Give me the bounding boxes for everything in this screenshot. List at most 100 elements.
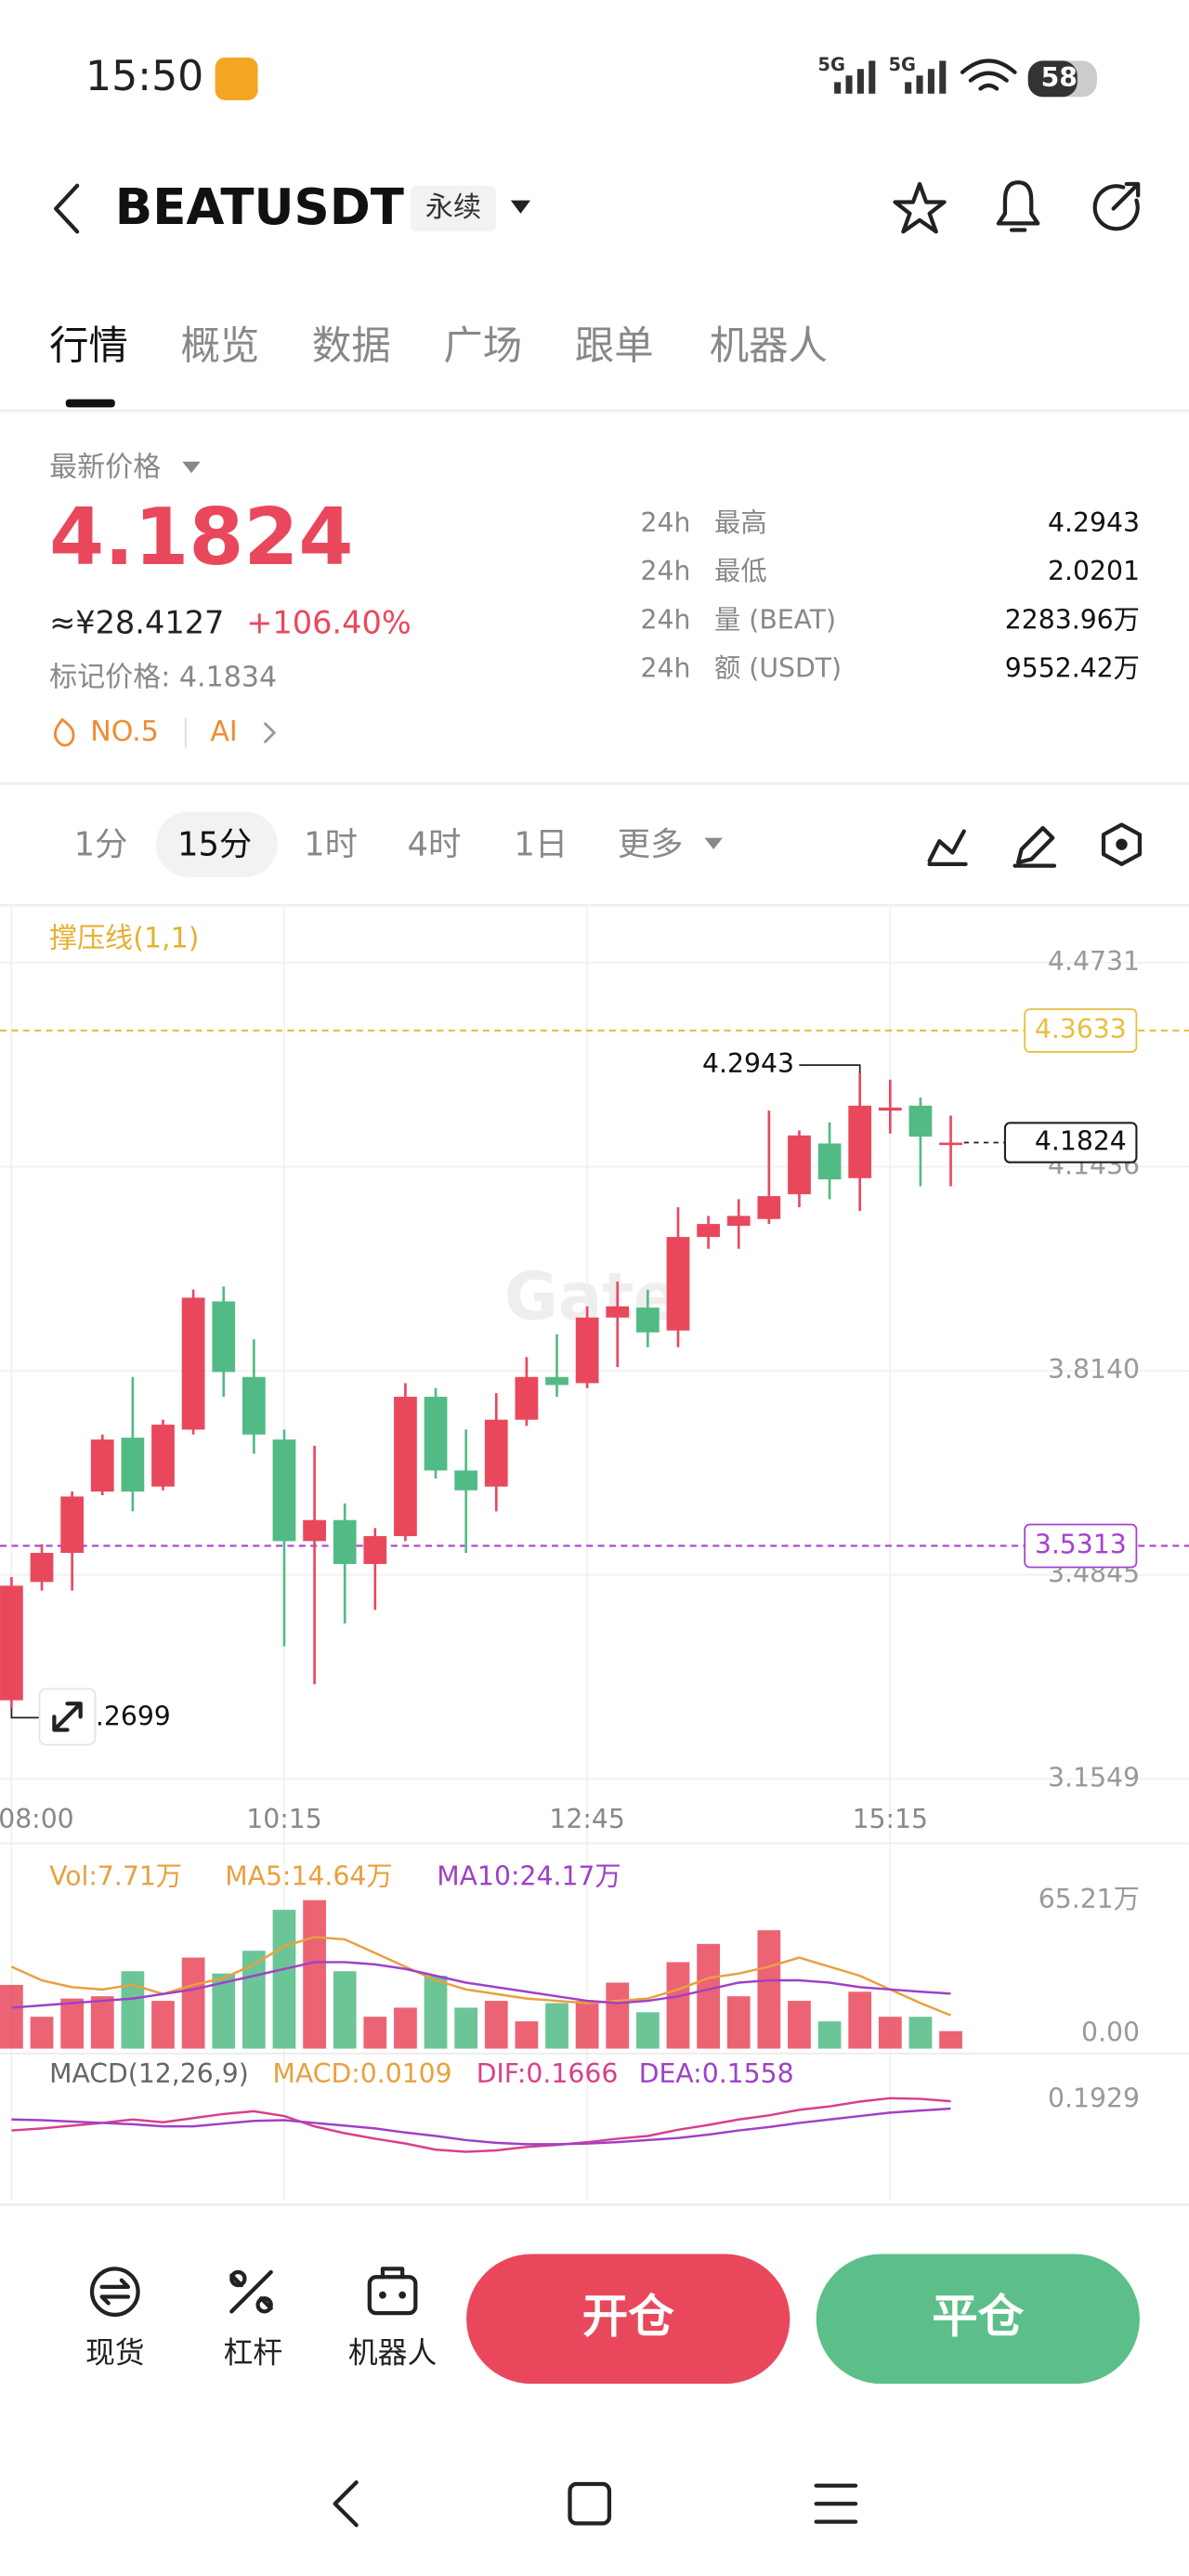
candle-body bbox=[181, 1297, 205, 1430]
contract-tag bbox=[411, 185, 496, 232]
volume-bar bbox=[848, 1991, 872, 2049]
dropdown[interactable] bbox=[704, 837, 723, 849]
stat-value: 2.0201 bbox=[1048, 556, 1140, 586]
volume-bar bbox=[878, 2017, 902, 2049]
volume-bar bbox=[90, 1996, 114, 2049]
stat-label: 最高 bbox=[714, 507, 767, 538]
settings-button[interactable] bbox=[1101, 822, 1143, 867]
candle-body bbox=[515, 1376, 539, 1420]
interval[interactable]: 1日 bbox=[514, 825, 568, 863]
volume-bar bbox=[30, 2017, 54, 2049]
interval[interactable]: 15分 bbox=[177, 825, 252, 863]
nav-back[interactable] bbox=[333, 2480, 359, 2528]
open-button-label[interactable]: 开仓 bbox=[582, 2290, 675, 2344]
action-label[interactable]: 现货 bbox=[85, 2334, 145, 2370]
volume-bar bbox=[394, 2007, 417, 2049]
back-button[interactable] bbox=[54, 183, 80, 234]
interval-selected-bg bbox=[155, 811, 278, 878]
change-percent: +106.40% bbox=[246, 604, 412, 640]
volume-bar bbox=[484, 2001, 508, 2049]
alert-button[interactable] bbox=[996, 180, 1040, 232]
macd-line bbox=[11, 2107, 951, 2146]
robot-eye bbox=[399, 2291, 407, 2299]
volume-bar bbox=[908, 2017, 933, 2049]
stat-label: 量 (BEAT) bbox=[714, 604, 836, 635]
dropdown[interactable] bbox=[510, 200, 531, 214]
battery-text: 58 bbox=[1041, 62, 1078, 93]
tab[interactable]: 跟单 bbox=[575, 323, 654, 369]
price-label: 最新价格 bbox=[49, 451, 161, 483]
open-button[interactable] bbox=[466, 2254, 790, 2385]
tab[interactable]: 广场 bbox=[443, 323, 522, 369]
interval[interactable]: 1分 bbox=[74, 825, 128, 863]
candle-body bbox=[454, 1470, 478, 1491]
robot-icon[interactable] bbox=[367, 2275, 418, 2316]
ai-link[interactable]: AI bbox=[210, 716, 237, 748]
tab[interactable]: 数据 bbox=[312, 323, 391, 369]
volume-bar bbox=[454, 2007, 478, 2049]
action-label[interactable]: 杠杆 bbox=[223, 2334, 282, 2370]
volume-bar bbox=[212, 1973, 236, 2049]
level-label-box bbox=[1024, 1008, 1138, 1053]
volume-bar bbox=[635, 2012, 660, 2049]
candle-body bbox=[424, 1397, 448, 1471]
candle-body bbox=[575, 1317, 599, 1384]
indicator-button[interactable] bbox=[927, 829, 968, 867]
close-button[interactable] bbox=[816, 2254, 1140, 2385]
share-button[interactable] bbox=[1092, 181, 1141, 231]
hot-icon bbox=[53, 717, 75, 747]
stat-period: 24h bbox=[641, 604, 691, 635]
battery-level bbox=[1027, 60, 1078, 98]
volume-label: Vol:7.71万 bbox=[49, 1861, 182, 1892]
volume-bar bbox=[817, 2021, 842, 2049]
nav-home[interactable] bbox=[568, 2481, 612, 2526]
legend-entry: MA5:14.64万 bbox=[225, 1861, 392, 1892]
last-price: 4.1824 bbox=[49, 492, 353, 584]
candle-body bbox=[394, 1397, 417, 1537]
tab[interactable]: 概览 bbox=[181, 323, 260, 369]
volume-bar bbox=[0, 1984, 23, 2049]
interval[interactable]: 1时 bbox=[304, 825, 358, 863]
action-label[interactable]: 机器人 bbox=[348, 2334, 437, 2370]
spot-icon[interactable] bbox=[89, 2267, 140, 2318]
robot-eye bbox=[379, 2291, 386, 2299]
macd-line bbox=[11, 2096, 951, 2153]
candle-body bbox=[484, 1419, 508, 1487]
interval[interactable]: 更多 bbox=[618, 825, 684, 863]
candle-body bbox=[303, 1519, 326, 1542]
robot-antenna bbox=[380, 2267, 405, 2280]
rank[interactable]: NO.5 bbox=[90, 716, 159, 748]
dropdown[interactable] bbox=[182, 461, 201, 474]
candle-body bbox=[726, 1216, 751, 1227]
nav-menu[interactable] bbox=[814, 2483, 858, 2524]
volume-bar bbox=[726, 1996, 751, 2049]
candle-body bbox=[272, 1439, 296, 1542]
macd-label: MACD:0.0109 bbox=[273, 2058, 452, 2089]
indicator-title: 撑压线(1,1) bbox=[49, 923, 199, 955]
volume-bar bbox=[515, 2021, 539, 2049]
level-label-box bbox=[1024, 1523, 1138, 1569]
signal-label: 5G bbox=[888, 54, 915, 75]
tab[interactable]: 行情 bbox=[49, 323, 128, 369]
leverage-dot bbox=[229, 2269, 247, 2288]
candle-body bbox=[848, 1105, 872, 1178]
favorite-button[interactable] bbox=[893, 181, 947, 234]
high-marker bbox=[799, 1064, 861, 1073]
x-tick-label: 12:45 bbox=[549, 1804, 624, 1834]
candle-body bbox=[60, 1496, 85, 1554]
tab[interactable]: 机器人 bbox=[710, 323, 828, 369]
volume-bar bbox=[424, 1976, 448, 2049]
expand-icon bbox=[52, 1702, 83, 1732]
draw-button[interactable] bbox=[1013, 825, 1057, 868]
symbol[interactable]: BEATUSDT bbox=[115, 178, 404, 236]
spot-arrows bbox=[99, 2278, 131, 2306]
mark-price: 标记价格: 4.1834 bbox=[49, 662, 277, 694]
candle-body bbox=[817, 1143, 842, 1180]
candle-body bbox=[242, 1376, 266, 1435]
candle-body bbox=[151, 1425, 175, 1487]
interval[interactable]: 4时 bbox=[407, 825, 461, 863]
close-button-label[interactable]: 平仓 bbox=[932, 2290, 1025, 2344]
volume-bar bbox=[545, 2003, 568, 2049]
volume-bar bbox=[575, 2001, 599, 2049]
